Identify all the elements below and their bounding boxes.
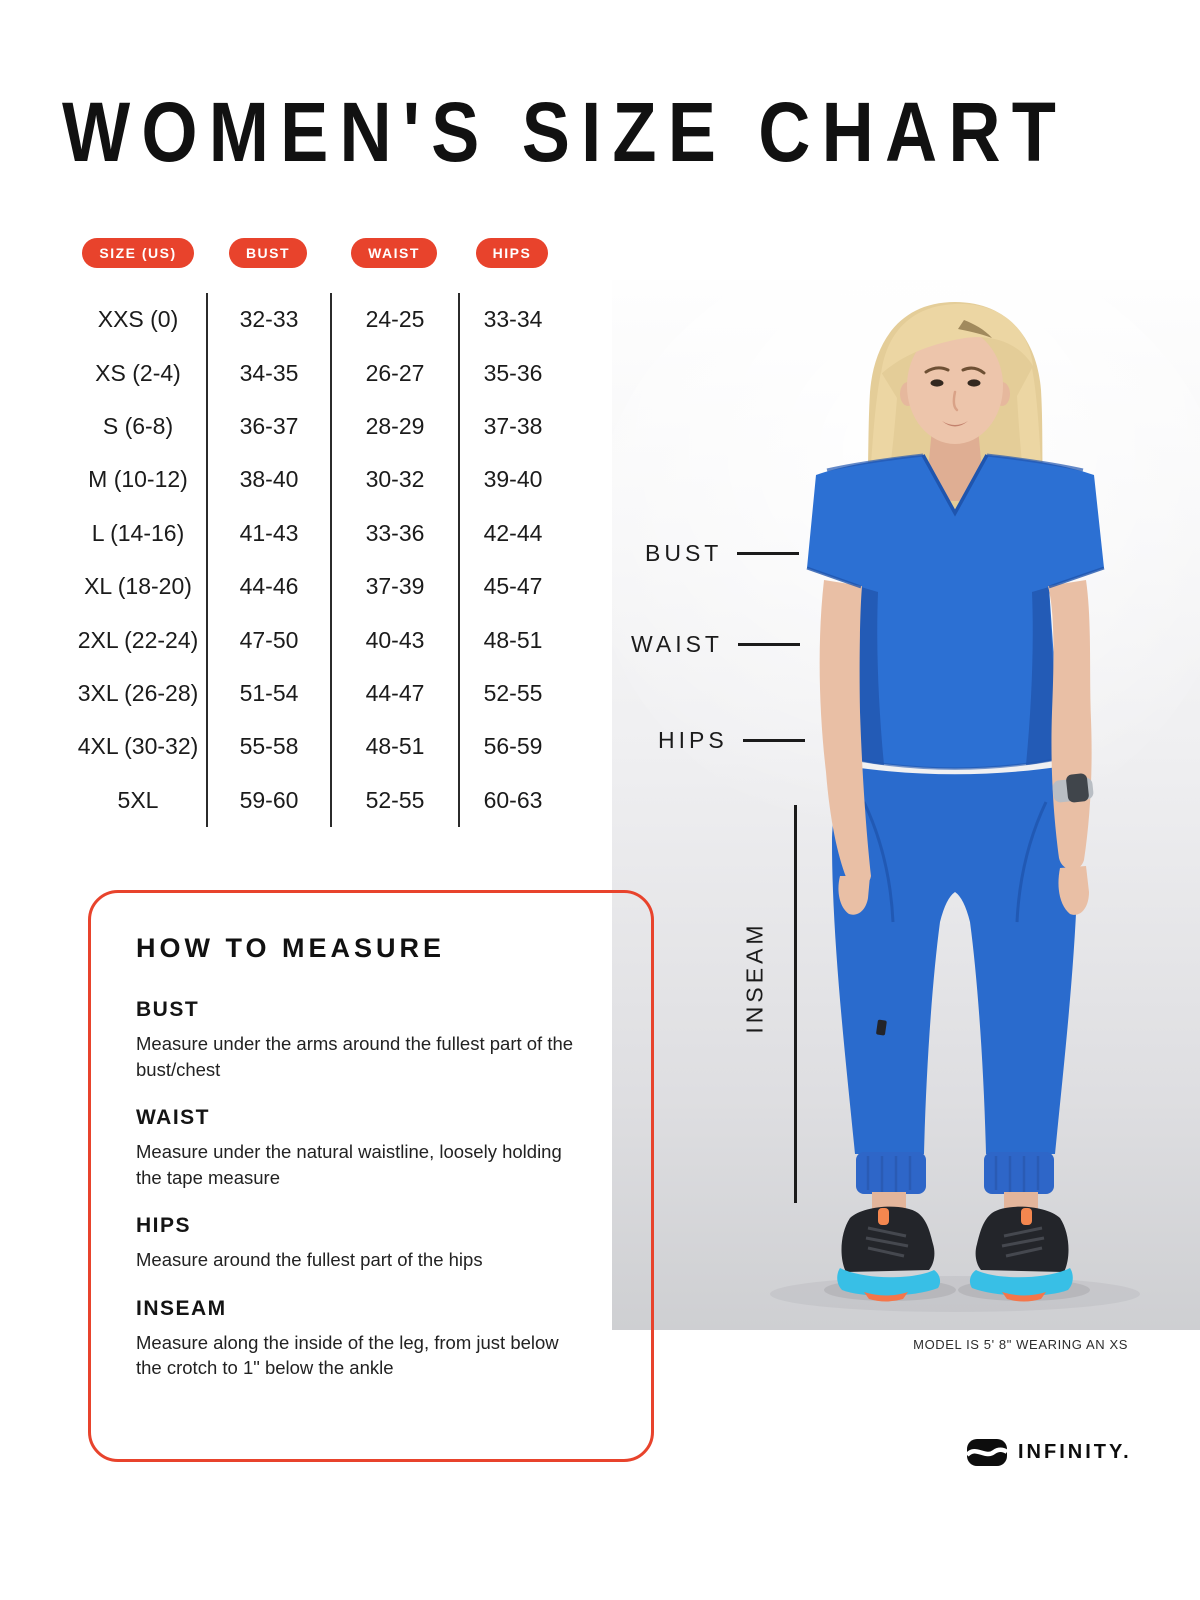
smartwatch [1052,773,1094,803]
howto-label: BUST [136,998,200,1021]
howto-text: Measure under the arms around the fulles… [136,1033,574,1080]
bust-cell: 34-35 [206,346,330,400]
size-cell: M (10-12) [88,466,188,493]
model-illustration [612,280,1200,1330]
bust-pointer-label: BUST [645,540,723,566]
howto-label: INSEAM [136,1296,227,1320]
waist-cell: 30-32 [330,453,458,507]
bust-cell: 51-54 [206,666,330,721]
hips-cell: 45-47 [458,559,566,614]
brand-logo: INFINITY. [966,1438,1132,1467]
waist-pointer-line [737,643,800,646]
hips-pointer-label: HIPS [658,727,728,753]
hips-cell: 52-55 [458,666,566,721]
size-cell: S (6-8) [102,412,174,439]
howto-section-inseam: INSEAM Measure along the inside of the l… [136,1297,591,1381]
bust-cell: 47-50 [206,613,330,667]
bust-pointer-line [737,552,800,555]
page-title: WOMEN'S SIZE CHART [62,85,1068,179]
howto-section-waist: WAIST Measure under the natural waistlin… [136,1106,591,1190]
size-cell: L (14-16) [91,519,185,546]
waist-cell: 24-25 [330,293,458,347]
how-to-measure-box: HOW TO MEASURE BUST Measure under the ar… [88,890,654,1462]
size-cell: 3XL (26-28) [77,679,199,706]
hips-pointer: HIPS [658,727,805,754]
infinity-logo-icon [966,1439,1008,1466]
waist-cell: 26-27 [330,346,458,400]
size-cell: XL (18-20) [84,573,192,600]
hips-cell: 33-34 [458,293,566,347]
how-to-measure-title: HOW TO MEASURE [136,933,446,963]
bust-cell: 55-58 [206,720,330,774]
bust-cell: 36-37 [206,399,330,454]
waist-cell: 52-55 [330,773,458,827]
waist-cell: 48-51 [330,720,458,774]
size-table: XXS (0) 32-33 24-25 33-34 XS (2-4) 34-35… [70,293,566,827]
size-cell: 2XL (22-24) [77,626,199,653]
inseam-pointer-label: INSEAM [741,921,768,1034]
hips-cell: 37-38 [458,399,566,454]
howto-text: Measure along the inside of the leg, fro… [136,1331,559,1379]
waist-pointer-label: WAIST [631,631,723,657]
bust-cell: 32-33 [206,293,330,347]
inseam-pointer: INSEAM [738,900,772,1055]
hips-cell: 42-44 [458,506,566,560]
howto-section-hips: HIPS Measure around the fullest part of … [136,1214,591,1273]
waist-cell: 44-47 [330,666,458,721]
howto-text: Measure around the fullest part of the h… [136,1249,483,1271]
size-cell: 5XL [117,786,159,813]
waist-cell: 28-29 [330,399,458,454]
bust-cell: 38-40 [206,453,330,507]
column-header-waist: WAIST [351,238,437,268]
brand-wordmark: INFINITY. [1018,1441,1132,1463]
bust-pointer: BUST [645,540,800,567]
model-caption: MODEL IS 5' 8" WEARING AN XS [913,1337,1128,1352]
waist-cell: 40-43 [330,613,458,667]
bust-cell: 44-46 [206,559,330,614]
table-header-row: SIZE (US) BUST WAIST HIPS [70,238,566,268]
hips-pointer-line [742,739,805,742]
hips-cell: 60-63 [458,773,566,827]
waist-cell: 33-36 [330,506,458,560]
howto-text: Measure under the natural waistline, loo… [136,1141,562,1188]
waist-pointer: WAIST [631,631,800,658]
hips-cell: 48-51 [458,613,566,667]
model-photo [612,280,1200,1330]
hips-cell: 35-36 [458,346,566,400]
waist-cell: 37-39 [330,559,458,614]
column-header-size: SIZE (US) [82,238,194,268]
size-cell: XXS (0) [97,306,179,333]
bust-cell: 59-60 [206,773,330,827]
column-header-bust: BUST [228,238,308,268]
howto-label: HIPS [136,1214,192,1238]
howto-label: WAIST [136,1106,210,1130]
hips-cell: 39-40 [458,453,566,507]
size-cell: XS (2-4) [95,359,181,386]
howto-section-bust: BUST Measure under the arms around the f… [136,998,591,1082]
column-header-hips: HIPS [475,238,549,268]
hips-cell: 56-59 [458,720,566,774]
inseam-pointer-line [794,805,797,1203]
size-cell: 4XL (30-32) [77,733,199,760]
bust-cell: 41-43 [206,506,330,560]
